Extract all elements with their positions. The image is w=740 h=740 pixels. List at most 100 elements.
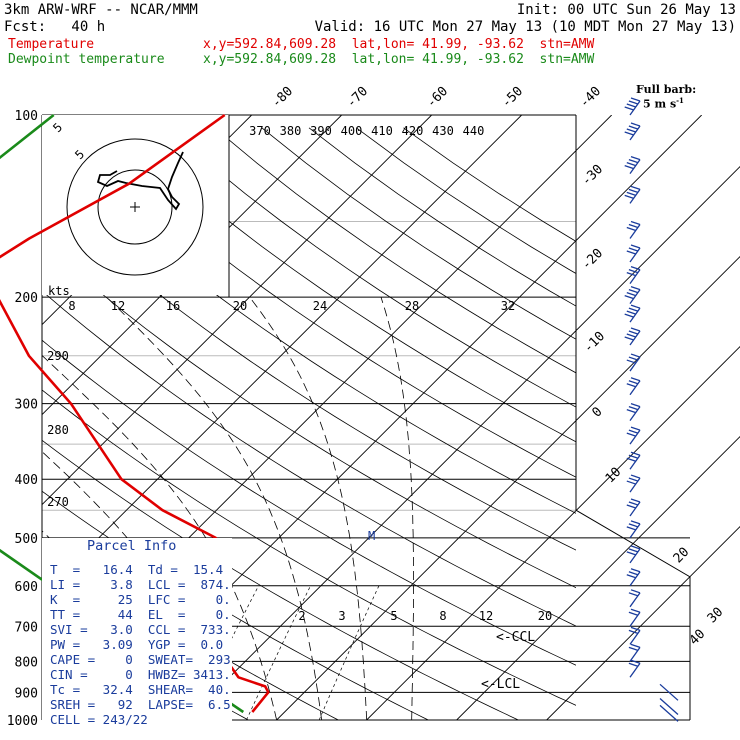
wind-barb xyxy=(624,122,641,141)
wind-barb-flag xyxy=(630,266,641,271)
wind-barb xyxy=(628,659,641,678)
ccl-marker: <-CCL xyxy=(496,630,535,645)
isotherm-label: -20 xyxy=(579,246,606,273)
wind-barb-flag xyxy=(626,408,637,414)
init-time: Init: 00 UTC Sun 26 May 13 xyxy=(516,2,736,18)
wind-barb-staff xyxy=(629,548,641,564)
mixing-ratio-line xyxy=(246,585,311,720)
mixing-ratio-label: 2 xyxy=(298,609,305,623)
parcel-info-panel: Parcel Info T = 16.4 Td = 15.4 LI = 3.8 … xyxy=(42,538,232,733)
wind-barb-flag xyxy=(628,247,639,252)
mixing-ratio-label: 5 xyxy=(390,609,397,623)
wind-barb-flag xyxy=(630,285,641,291)
moist-adiabat xyxy=(0,297,7,720)
theta-label: 380 xyxy=(280,124,302,138)
wind-barb-flag xyxy=(628,662,639,667)
wind-barb-flag xyxy=(624,131,634,136)
wind-barb-flag xyxy=(628,571,639,576)
barb-note-line1: Full barb: xyxy=(636,83,697,96)
parcel-row: PW = 3.09 YGP = 0.0 xyxy=(50,637,224,652)
wind-barb-staff xyxy=(629,501,641,517)
wind-barb-flag xyxy=(628,611,639,616)
dry-adiabat xyxy=(42,143,576,514)
wind-barb-flag xyxy=(626,272,637,277)
dry-adiabat xyxy=(42,241,576,589)
wind-barb-staff xyxy=(659,683,679,701)
wind-barb-flag xyxy=(630,97,641,102)
wind-barb-flag xyxy=(624,313,634,318)
wind-barb-flag xyxy=(630,377,641,382)
wind-barb-staff xyxy=(629,100,641,116)
wind-barb-flag xyxy=(630,220,641,226)
isotherm-label: -50 xyxy=(499,84,526,111)
legend-temperature-location: x,y=592.84,609.28 lat,lon= 41.99, -93.62… xyxy=(203,37,595,52)
wind-barb-flag xyxy=(628,646,639,651)
wind-barb-flag xyxy=(630,589,641,594)
wind-barb-flag xyxy=(626,432,637,437)
hodograph-ring xyxy=(66,138,204,276)
wind-barb-flag xyxy=(630,568,641,573)
wind-barb-staff xyxy=(629,646,641,662)
wind-barbs xyxy=(624,97,679,722)
pressure-label-500: 500 xyxy=(15,532,38,547)
barb-note-line2: 5 m s-1 xyxy=(643,96,684,111)
dry-adiabat xyxy=(42,192,576,551)
parcel-row: CELL = 243/22 xyxy=(50,712,148,727)
mixing-ratio-label: 12 xyxy=(111,299,125,313)
wind-barb-flag xyxy=(630,426,641,431)
wind-barb xyxy=(624,327,641,346)
wind-barb xyxy=(659,698,679,716)
wind-barb-flag xyxy=(628,405,639,411)
wind-barb-flag xyxy=(630,643,641,648)
wind-barb-flag xyxy=(624,194,634,200)
theta-label: 280 xyxy=(47,423,69,437)
wind-barb-staff xyxy=(629,224,641,239)
isotherm-label: 10 xyxy=(603,465,625,487)
parcel-row: TT = 44 EL = 0. xyxy=(50,607,231,622)
wind-barb-staff xyxy=(629,330,641,346)
wind-barb-flag xyxy=(626,162,637,167)
dry-adiabat xyxy=(119,127,576,443)
wind-barb-staff xyxy=(629,189,641,204)
wind-barb-flag xyxy=(630,498,641,503)
dry-adiabat xyxy=(356,127,576,274)
wind-barb xyxy=(659,683,679,701)
wind-barb-staff xyxy=(629,247,641,263)
wind-barb-flag xyxy=(630,185,641,191)
wind-barb xyxy=(626,220,641,239)
wind-barb xyxy=(659,704,679,722)
temperature-trace xyxy=(0,113,270,713)
mixing-ratio-label: 16 xyxy=(166,299,180,313)
wind-barb-staff xyxy=(629,571,641,587)
isotherm-label: -30 xyxy=(579,162,606,189)
isotherm-label: 30 xyxy=(705,605,727,627)
wind-barb xyxy=(626,244,641,263)
wind-barb-flag xyxy=(630,474,641,479)
wind-barb-flag xyxy=(626,333,637,338)
wind-barb-staff xyxy=(629,356,641,372)
parcel-row: T = 16.4 Td = 15.4 xyxy=(50,562,224,577)
wind-barb xyxy=(626,568,641,587)
wind-barb-flag xyxy=(628,454,639,459)
wind-barb-flag xyxy=(626,526,637,531)
theta-label: 390 xyxy=(310,124,332,138)
wind-barb-staff xyxy=(629,159,641,175)
isotherm-line xyxy=(276,256,740,720)
wind-barb xyxy=(626,402,641,421)
mixing-ratio-label: 8 xyxy=(68,299,75,313)
pressure-label-700: 700 xyxy=(15,620,38,635)
wind-barb-flag xyxy=(626,383,637,388)
m-marker: M xyxy=(368,529,375,543)
wind-barb xyxy=(624,97,641,116)
wind-barb-flag xyxy=(630,122,641,127)
wind-barb-flag xyxy=(628,380,639,385)
dry-adiabat xyxy=(42,389,576,706)
isotherm-label: 0 xyxy=(589,404,605,420)
wind-barb-flag xyxy=(628,288,639,294)
wind-barb-flag xyxy=(624,294,634,300)
wind-barb xyxy=(628,643,641,662)
wind-barb xyxy=(626,545,641,564)
theta-label: 370 xyxy=(249,124,271,138)
wind-barb-flag xyxy=(630,608,641,613)
